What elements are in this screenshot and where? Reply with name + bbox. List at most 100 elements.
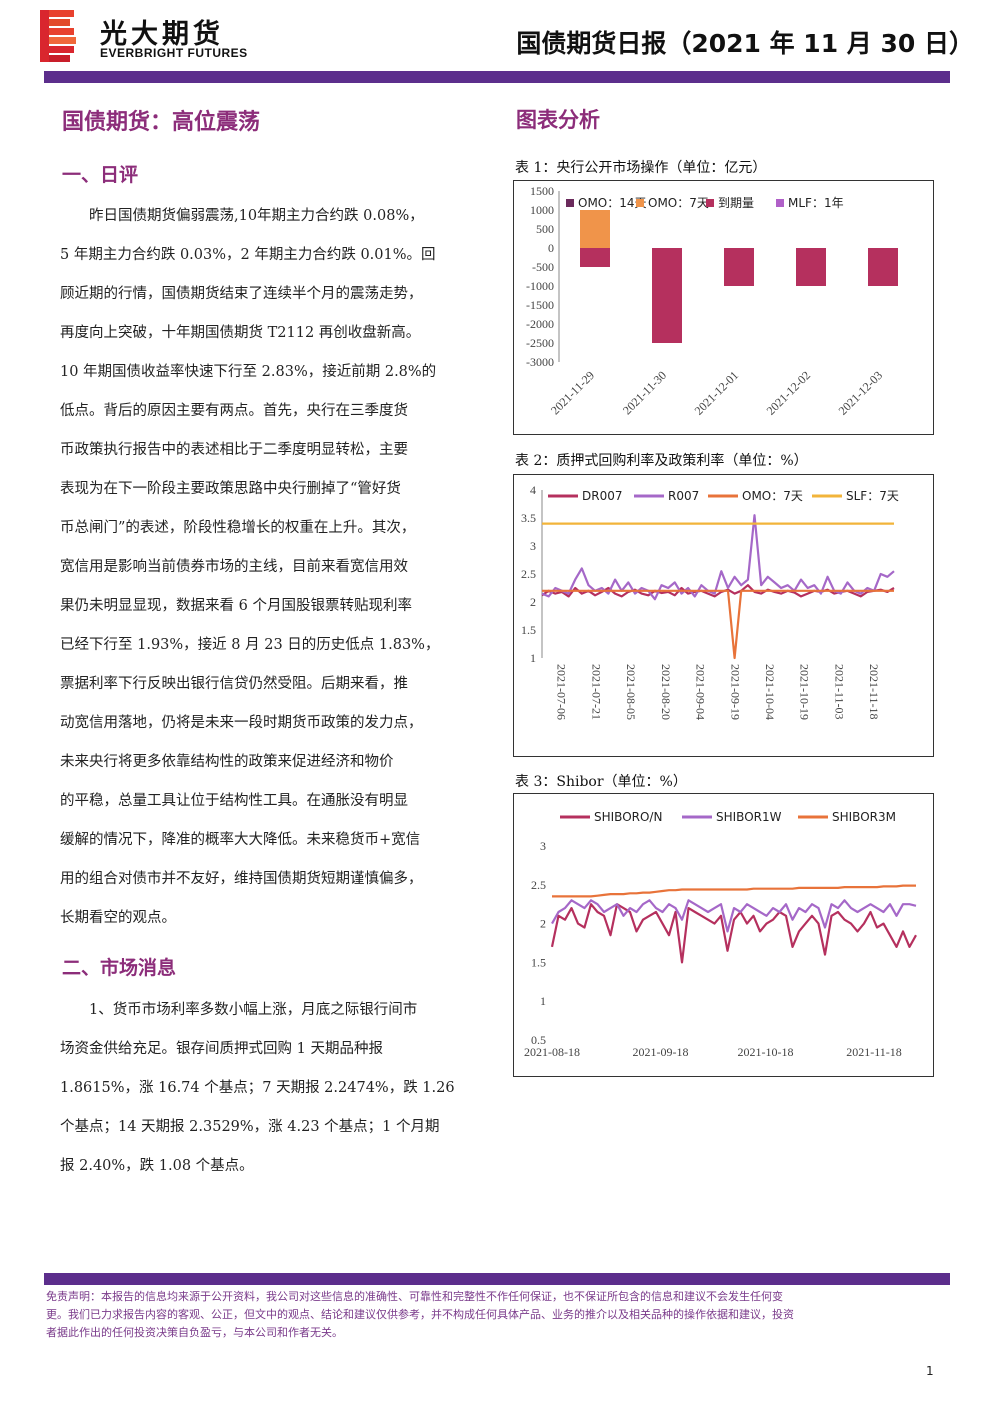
- text-line: 低点。背后的原因主要有两点。首先，央行在三季度货: [60, 403, 408, 419]
- chart2-svg: 4 3.5 3 2.5 2 1.5 1 2021-07-06 2021-07-21 2021-08…: [521, 483, 899, 720]
- bar-到期量: [724, 248, 754, 286]
- x-tick-label: 2021-11-18: [846, 1045, 902, 1059]
- x-tick-label: 2021-11-18: [867, 664, 881, 720]
- y-tick-label: 1.5: [531, 955, 546, 969]
- x-tick-label: 2021-08-05: [624, 664, 638, 720]
- y-tick-label: 2: [530, 595, 536, 609]
- text-line: 顾近期的行情，国债期货结束了连续半个月的震荡走势，: [60, 286, 423, 302]
- x-tick-label: 2021-09-19: [728, 664, 742, 720]
- x-tick-label: 2021-07-21: [589, 664, 603, 720]
- bar-到期量: [796, 248, 826, 286]
- y-tick-label: 500: [536, 222, 554, 236]
- bar-到期量: [868, 248, 898, 286]
- daily-review-paragraph: 昨日国债期货偏弱震荡,10年期主力合约跌 0.08%， 5 年期主力合约跌 0.0…: [60, 197, 480, 938]
- x-tick-label: 2021-11-29: [548, 368, 597, 417]
- bar-OMO：7天: [580, 210, 610, 248]
- section-title-daily-review: 一、日评: [62, 164, 139, 186]
- x-tick-label: 2021-10-04: [763, 664, 777, 720]
- text-line: 票据利率下行反映出银行信贷仍然受阻。后期来看，推: [60, 676, 408, 692]
- y-tick-label: 2: [540, 917, 546, 931]
- y-tick-label: 3: [540, 839, 546, 853]
- legend-swatch: [566, 199, 574, 207]
- chart3-caption: 表 3：Shibor（单位：%）: [515, 774, 687, 790]
- series-line-OMO：7天: [542, 589, 894, 660]
- market-news-paragraph: 1、货币市场利率多数小幅上涨，月底之际银行间市场资金供给充足。银存间质押式回购 …: [60, 991, 480, 1186]
- text-line: 场资金供给充足。银存间质押式回购 1 天期品种报: [60, 1041, 383, 1057]
- x-tick-label: 2021-08-18: [524, 1045, 580, 1059]
- disclaimer-line: 免责声明：本报告的信息均来源于公开资料，我公司对这些信息的准确性、可靠性和完整性…: [46, 1290, 783, 1303]
- y-tick-label: 4: [530, 483, 536, 497]
- text-line: 长期看空的观点。: [60, 910, 176, 926]
- y-tick-label: 1: [530, 651, 536, 665]
- chart1-svg: 1500 1000 500 0 -500 -1000 -1500 -2000 -2500 -300…: [526, 184, 898, 418]
- chart3-shibor: 3 2.5 2 1.5 1 0.5 2021-08-18 2021-09-18 2021-10-…: [513, 793, 934, 1077]
- text-line: 再度向上突破，十年期国债期货 T2112 再创收盘新高。: [60, 325, 421, 341]
- series-line-SHIBORO/N: [550, 903, 917, 964]
- page-number: 1: [926, 1364, 934, 1378]
- y-tick-label: -1000: [526, 279, 554, 293]
- text-line: 5 年期主力合约跌 0.03%，2 年期主力合约跌 0.01%。回: [60, 247, 436, 263]
- logo-text-cn: 光大期货: [100, 19, 224, 50]
- chart1-omo-operations: 1500 1000 500 0 -500 -1000 -1500 -2000 -2500 -300…: [513, 180, 934, 435]
- legend-label: OMO：7天: [742, 489, 803, 503]
- text-line: 果仍未明显显现，数据来看 6 个月国股银票转贴现利率: [60, 598, 412, 614]
- section-title-market-news: 二、市场消息: [62, 957, 177, 979]
- x-tick-label: 2021-10-19: [798, 664, 812, 720]
- y-tick-label: 1: [540, 994, 546, 1008]
- text-line: 的平稳，总量工具让位于结构性工具。在通胀没有明显: [60, 793, 408, 809]
- text-line: 报 2.40%，跌 1.08 个基点。: [60, 1158, 254, 1174]
- text-line: 表现为在下一阶段主要政策思路中央行删掉了“管好货: [60, 481, 401, 497]
- y-tick-label: 1.5: [521, 623, 536, 637]
- report-title: 国债期货日报（2021 年 11 月 30 日）: [516, 29, 974, 58]
- x-tick-label: 2021-09-18: [633, 1045, 689, 1059]
- text-line: 币政策执行报告中的表述相比于二季度明显转松，主要: [60, 442, 408, 458]
- text-line: 已经下行至 1.93%，接近 8 月 23 日的历史低点 1.83%，: [60, 637, 440, 653]
- x-tick-label: 2021-12-01: [692, 368, 741, 417]
- legend-swatch: [706, 199, 714, 207]
- bar-到期量: [652, 248, 682, 343]
- text-line: 1、货币市场利率多数小幅上涨，月底之际银行间市: [89, 1002, 418, 1018]
- disclaimer-line: 更。我们已力求报告内容的客观、公正，但文中的观点、结论和建议仅供参考，并不构成任…: [46, 1308, 794, 1321]
- legend-label: 到期量: [718, 196, 754, 210]
- chart1-caption: 表 1：央行公开市场操作（单位：亿元）: [515, 160, 767, 176]
- disclaimer-line: 者据此作出的任何投资决策自负盈亏，与本公司和作者无关。: [46, 1326, 343, 1339]
- text-line: 宽信用是影响当前债券市场的主线，目前来看宽信用效: [60, 559, 408, 575]
- everbright-logo-icon: [40, 10, 76, 62]
- chart2-repo-rates: 4 3.5 3 2.5 2 1.5 1 2021-07-06 2021-07-21 2021-08…: [513, 474, 934, 757]
- x-tick-label: 2021-08-20: [659, 664, 673, 720]
- text-line: 1.8615%，涨 16.74 个基点；7 天期报 2.2474%，跌 1.26: [60, 1080, 455, 1096]
- legend-label: DR007: [582, 489, 622, 503]
- legend-label: SHIBORO/N: [594, 810, 662, 824]
- text-line: 10 年期国债收益率快速下行至 2.83%，接近前期 2.8%的: [60, 364, 437, 380]
- y-tick-label: 0: [548, 241, 554, 255]
- legend-label: OMO：7天: [648, 196, 709, 210]
- y-tick-label: -3000: [526, 355, 554, 369]
- x-tick-label: 2021-12-02: [764, 368, 813, 417]
- text-line: 未来央行将更多依靠结构性的政策来促进经济和物价: [60, 754, 394, 770]
- y-tick-label: 1500: [530, 184, 554, 198]
- y-tick-label: -2500: [526, 336, 554, 350]
- text-line: 币总闸门”的表述，阶段性稳增长的权重在上升。其次，: [60, 520, 416, 536]
- text-line: 昨日国债期货偏弱震荡,10年期主力合约跌 0.08%，: [89, 208, 424, 224]
- disclaimer: 免责声明：本报告的信息均来源于公开资料，我公司对这些信息的准确性、可靠性和完整性…: [46, 1288, 958, 1342]
- y-tick-label: 1000: [530, 203, 554, 217]
- text-line: 用的组合对债市并不友好，维持国债期货短期谨慎偏多，: [60, 871, 423, 887]
- text-line: 动宽信用落地，仍将是未来一段时期货币政策的发力点，: [60, 715, 423, 731]
- y-tick-label: -1500: [526, 298, 554, 312]
- x-tick-label: 2021-11-30: [620, 368, 669, 417]
- series-line-R007: [541, 514, 895, 601]
- chart2-caption: 表 2：质押式回购利率及政策利率（单位：%）: [515, 453, 808, 469]
- x-tick-label: 2021-07-06: [555, 664, 569, 720]
- main-title: 国债期货：高位震荡: [62, 109, 261, 135]
- legend-swatch: [776, 199, 784, 207]
- y-tick-label: -500: [532, 260, 554, 274]
- y-tick-label: 2.5: [531, 878, 546, 892]
- legend-label: SLF：7天: [846, 489, 899, 503]
- series-line-SHIBOR1W: [551, 899, 917, 933]
- series-line-SHIBOR3M: [552, 884, 916, 898]
- legend-label: OMO：14天: [578, 196, 647, 210]
- text-line: 个基点；14 天期报 2.3529%，涨 4.23 个基点；1 个月期: [60, 1119, 440, 1135]
- series-line-DR007: [541, 584, 895, 598]
- chart-section-title: 图表分析: [516, 107, 600, 132]
